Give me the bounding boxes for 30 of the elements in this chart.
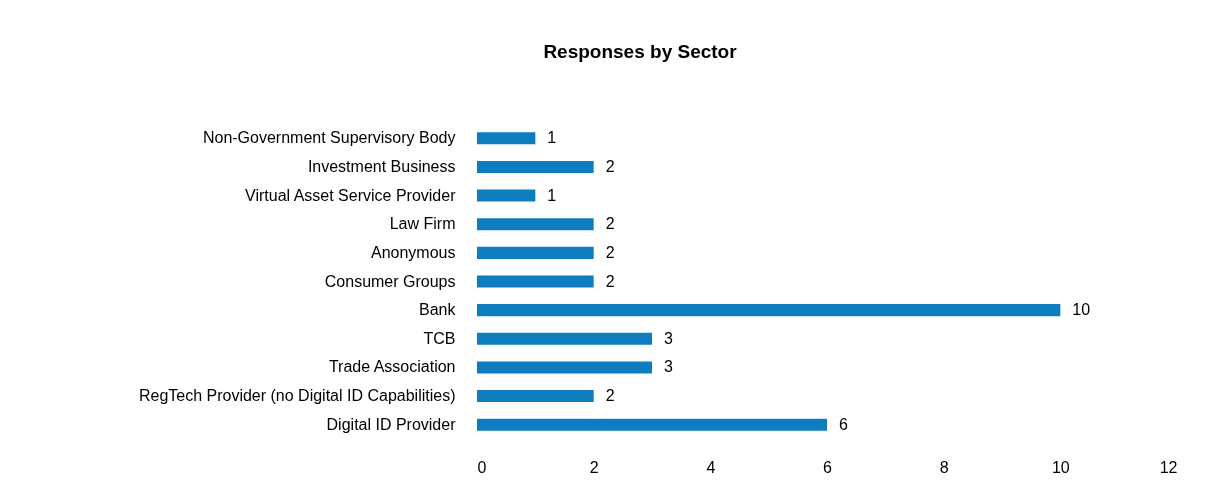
data-label: 3 [664,358,673,376]
x-tick-label: 2 [589,458,599,476]
y-tick-label: Non-Government Supervisory Body [202,129,456,147]
chart-title: Responses by Sector [543,41,738,62]
data-label: 1 [547,186,557,204]
data-label: 1 [547,129,557,147]
data-label: 2 [605,272,615,290]
y-tick-label: Bank [419,301,457,319]
x-tick-label: 8 [939,458,949,476]
y-tick-label: Virtual Asset Service Provider [245,186,457,204]
data-label: 2 [605,157,615,175]
x-tick-label: 4 [706,458,716,476]
data-label: 2 [605,215,615,233]
y-tick-label: Digital ID Provider [326,415,457,433]
y-tick-label: Law Firm [389,215,456,233]
y-tick-label: Trade Association [328,358,456,376]
y-tick-label: Investment Business [307,157,456,175]
x-tick-label: 6 [823,458,833,476]
x-tick-label: 12 [1159,458,1178,476]
data-label: 3 [664,329,673,347]
data-label: 2 [605,387,615,405]
x-tick-label: 10 [1051,458,1070,476]
x-tick-label: 0 [477,458,487,476]
y-tick-label: Anonymous [371,243,456,261]
y-tick-label: RegTech Provider (no Digital ID Capabilities) [138,387,456,405]
data-label: 2 [605,243,615,261]
data-label: 10 [1072,301,1091,319]
y-tick-label: TCB [423,329,456,347]
y-tick-label: Consumer Groups [324,272,456,290]
data-label: 6 [839,415,848,433]
